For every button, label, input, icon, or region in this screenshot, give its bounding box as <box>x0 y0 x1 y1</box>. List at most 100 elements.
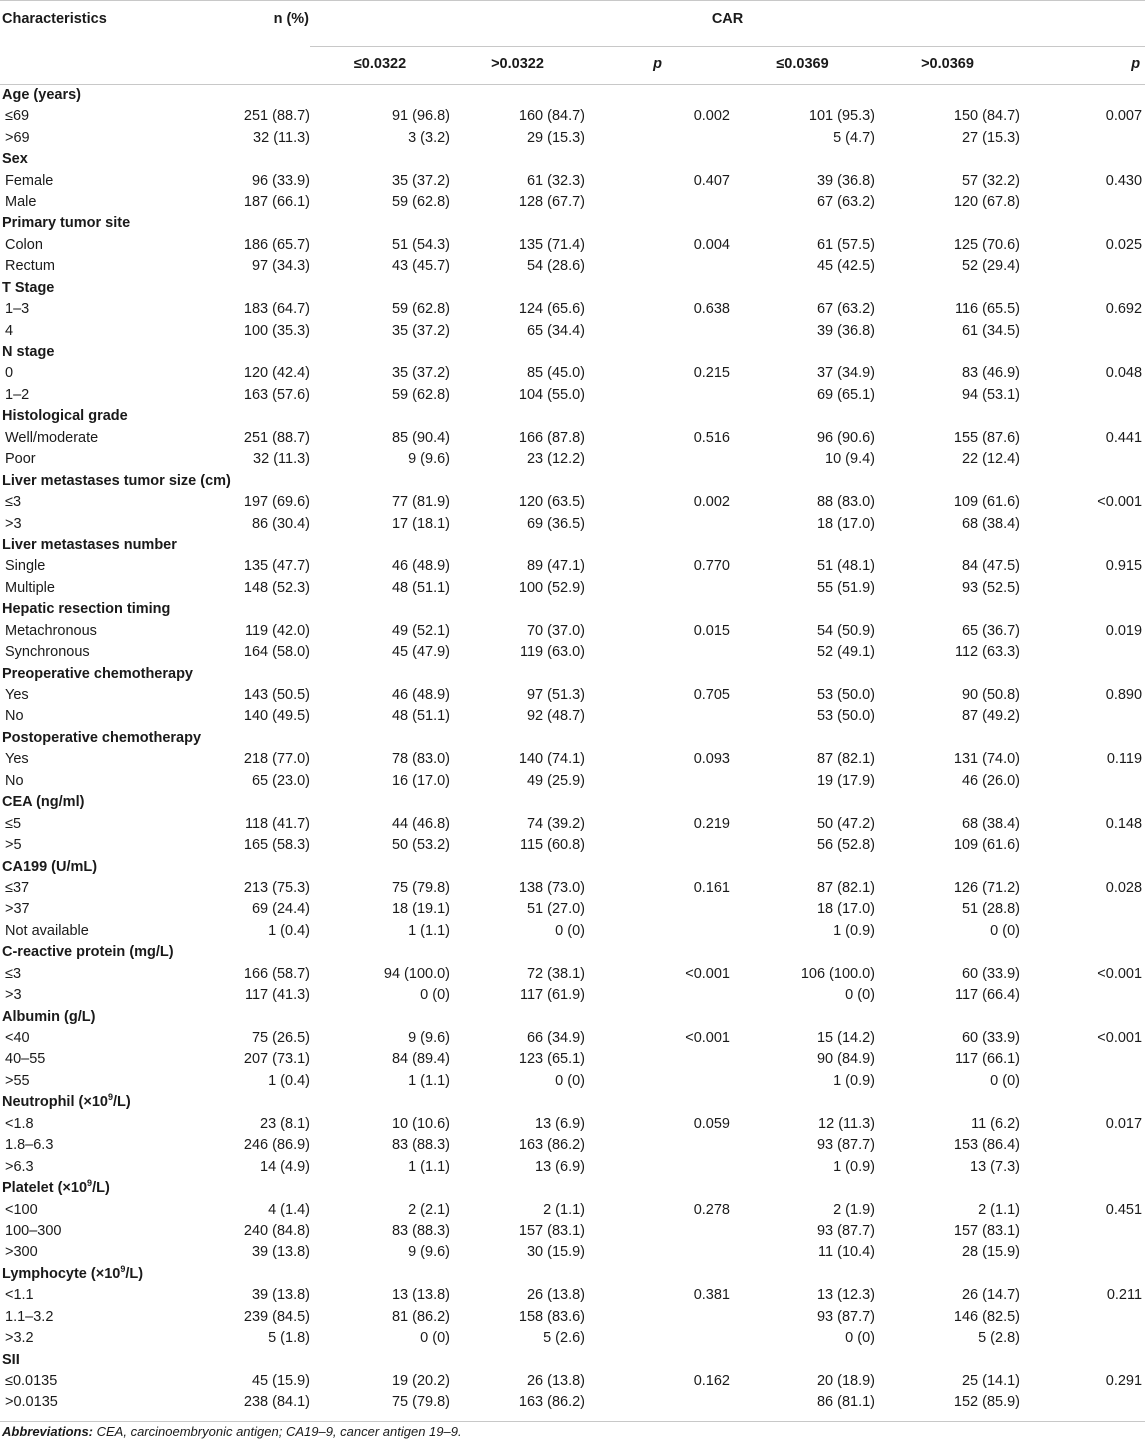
cell-gt-0369: 60 (33.9) <box>961 1030 1020 1047</box>
cell-gt-0322: 104 (55.0) <box>518 386 585 403</box>
cell-n-pct: 118 (41.7) <box>244 815 310 832</box>
cell-p-1 <box>585 449 730 470</box>
cell-le-0369: 86 (81.1) <box>816 1394 875 1411</box>
cell-le-0322: 35 (37.2) <box>391 365 450 382</box>
cell-p-2: 0.148 <box>1105 815 1143 832</box>
cell-p-1: 0.705 <box>693 687 730 704</box>
group-label: Liver metastases tumor size (cm) <box>0 470 1145 491</box>
cell-p-1 <box>585 835 730 856</box>
row-label: >3 <box>5 515 22 532</box>
row-label: >300 <box>5 1244 38 1261</box>
cell-le-0322: 1 (1.1) <box>408 1072 450 1089</box>
cell-le-0322: 77 (81.9) <box>391 494 450 511</box>
cell-gt-0369: 116 (65.5) <box>954 301 1020 318</box>
cell-p-2 <box>1020 449 1145 470</box>
cell-le-0369: 93 (87.7) <box>816 1222 875 1239</box>
group-label-text: Albumin (g/L) <box>2 1008 96 1025</box>
row-label: 1.8–6.3 <box>5 1137 54 1154</box>
cell-gt-0369: 120 (67.8) <box>953 193 1020 210</box>
cell-p-2: 0.291 <box>1105 1373 1143 1390</box>
cell-le-0322: 2 (2.1) <box>408 1201 450 1218</box>
group-row: Liver metastases number <box>0 535 1145 556</box>
table-row: Metachronous 119 (42.0) 49 (52.1) 70 (37.0)… <box>0 621 1145 642</box>
cell-gt-0369: 2 (1.1) <box>978 1201 1020 1218</box>
cell-gt-0322: 166 (87.8) <box>518 429 585 446</box>
cell-p-1 <box>585 985 730 1006</box>
cell-n-pct: 14 (4.9) <box>260 1158 310 1175</box>
cell-n-pct: 148 (52.3) <box>243 579 310 596</box>
cell-le-0322: 83 (88.3) <box>391 1137 450 1154</box>
table-row: Synchronous 164 (58.0) 45 (47.9) 119 (63.0)… <box>0 642 1145 663</box>
table-row: Poor 32 (11.3) 9 (9.6) 23 (12.2) 10 (9.4) 22 … <box>0 449 1145 470</box>
row-label: Multiple <box>5 579 55 596</box>
group-row: Preoperative chemotherapy <box>0 663 1145 684</box>
group-label: CA199 (U/mL) <box>0 856 1145 877</box>
cell-n-pct: 1 (0.4) <box>268 922 310 939</box>
cell-n-pct: 197 (69.6) <box>243 494 310 511</box>
table-row: <1.1 39 (13.8) 13 (13.8) 26 (13.8) 0.381 13 (… <box>0 1285 1145 1306</box>
cell-le-0369: 93 (87.7) <box>816 1308 875 1325</box>
group-label-text: Histological grade <box>2 408 128 425</box>
cell-p-1: 0.162 <box>693 1373 730 1390</box>
group-label: Age (years) <box>0 85 1145 107</box>
table-row: ≤3 197 (69.6) 77 (81.9) 120 (63.5) 0.002 88 (… <box>0 492 1145 513</box>
cell-gt-0322: 74 (39.2) <box>526 815 585 832</box>
header-car: CAR <box>310 0 1145 47</box>
cell-le-0322: 59 (62.8) <box>391 193 450 210</box>
cell-n-pct: 143 (50.5) <box>243 687 310 704</box>
header-le-0322: ≤0.0322 <box>310 46 450 85</box>
cell-le-0369: 11 (10.4) <box>818 1244 875 1261</box>
cell-le-0322: 10 (10.6) <box>391 1115 450 1132</box>
header-gt-0322: >0.0322 <box>450 46 585 85</box>
group-label-text: CEA (ng/ml) <box>2 794 85 811</box>
cell-n-pct: 86 (30.4) <box>251 515 310 532</box>
cell-gt-0322: 66 (34.9) <box>526 1030 585 1047</box>
cell-n-pct: 183 (64.7) <box>243 301 310 318</box>
cell-le-0369: 37 (34.9) <box>816 365 875 382</box>
table-row: >3.2 5 (1.8) 0 (0) 5 (2.6) 0 (0) 5 (2.8) <box>0 1328 1145 1349</box>
cell-n-pct: 4 (1.4) <box>268 1201 310 1218</box>
group-label: Albumin (g/L) <box>0 1006 1145 1027</box>
cell-le-0322: 81 (86.2) <box>391 1308 450 1325</box>
cell-gt-0369: 60 (33.9) <box>961 965 1020 982</box>
cell-le-0369: 96 (90.6) <box>816 429 875 446</box>
header-empty-1 <box>0 46 225 85</box>
cell-p-2: 0.441 <box>1105 429 1143 446</box>
cell-gt-0322: 26 (13.8) <box>526 1287 585 1304</box>
row-label: ≤3 <box>5 494 22 511</box>
group-label: Hepatic resection timing <box>0 599 1145 620</box>
cell-le-0322: 59 (62.8) <box>391 301 450 318</box>
cell-le-0322: 51 (54.3) <box>391 236 450 253</box>
cell-p-2: <0.001 <box>1097 494 1143 511</box>
cell-p-2 <box>1020 835 1145 856</box>
cell-gt-0322: 123 (65.1) <box>518 1051 585 1068</box>
cell-p-2 <box>1020 256 1145 277</box>
cell-le-0322: 9 (9.6) <box>408 451 450 468</box>
cell-n-pct: 32 (11.3) <box>253 451 310 468</box>
cell-p-1 <box>585 385 730 406</box>
group-label-text: Lymphocyte (×10 <box>2 1265 121 1282</box>
cell-n-pct: 69 (24.4) <box>251 901 310 918</box>
table-row: No 140 (49.5) 48 (51.1) 92 (48.7) 53 (50.0) 8… <box>0 706 1145 727</box>
group-label-text: CA199 (U/mL) <box>2 858 98 875</box>
cell-p-1: 0.219 <box>693 815 730 832</box>
cell-gt-0369: 94 (53.1) <box>961 386 1020 403</box>
cell-p-2 <box>1020 127 1145 148</box>
cell-le-0369: 1 (0.9) <box>833 1072 875 1089</box>
cell-n-pct: 97 (34.3) <box>251 258 310 275</box>
group-label-text: Hepatic resection timing <box>2 601 171 618</box>
cell-p-2 <box>1020 1242 1145 1263</box>
cell-n-pct: 75 (26.5) <box>251 1030 310 1047</box>
cell-le-0369: 56 (52.8) <box>816 837 875 854</box>
cell-gt-0322: 26 (13.8) <box>526 1373 585 1390</box>
cell-p-2: 0.119 <box>1106 751 1143 768</box>
cell-le-0322: 46 (48.9) <box>391 558 450 575</box>
cell-gt-0369: 22 (12.4) <box>961 451 1020 468</box>
cell-p-1: <0.001 <box>685 965 730 982</box>
row-label: Female <box>5 172 54 189</box>
cell-p-1 <box>585 1392 730 1419</box>
cell-le-0322: 1 (1.1) <box>408 922 450 939</box>
cell-gt-0322: 49 (25.9) <box>526 772 585 789</box>
group-label-text: N stage <box>2 344 55 361</box>
